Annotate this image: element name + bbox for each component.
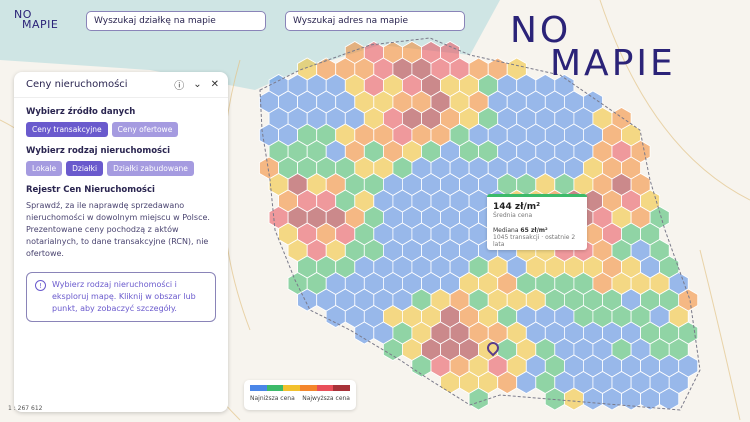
tooltip-median-value: 65 zł/m²: [520, 227, 548, 234]
plot-search-input[interactable]: Wyszukaj działkę na mapie: [86, 11, 266, 31]
legend-color-bar: [250, 385, 351, 391]
legend-swatch: [266, 385, 284, 391]
registry-heading: Rejestr Cen Nieruchomości: [26, 185, 155, 195]
price-hex[interactable]: [468, 387, 489, 411]
price-legend: Najniższa cena Najwyższa cena: [244, 380, 356, 410]
price-hex[interactable]: [659, 387, 680, 411]
logo-text-1: NO: [14, 8, 32, 21]
legend-low-label: Najniższa cena: [250, 395, 295, 402]
legend-swatch: [283, 385, 301, 391]
close-icon[interactable]: ✕: [210, 79, 219, 90]
source-heading: Wybierz źródło danych: [26, 107, 136, 117]
type-heading: Wybierz rodzaj nieruchomości: [26, 146, 171, 156]
type-premises-button[interactable]: Lokale: [26, 161, 63, 176]
registry-text: Sprawdź, za ile naprawdę sprzedawano nie…: [26, 201, 210, 258]
chevron-down-icon[interactable]: ⌄: [193, 79, 202, 90]
map-scale: 1 : 267 612: [8, 405, 43, 412]
legend-swatch: [300, 385, 317, 391]
help-icon[interactable]: ⓘ: [174, 81, 185, 92]
price-tooltip: 144 zł/m² Średnia cena Mediana 65 zł/m² …: [487, 194, 587, 250]
legend-swatch: [316, 385, 334, 391]
panel-header: Ceny nieruchomości ⓘ ⌄ ✕: [14, 72, 228, 98]
source-offer-button[interactable]: Ceny ofertowe: [111, 122, 179, 137]
tooltip-value-label: Średnia cena: [493, 212, 533, 219]
tooltip-footer: 1045 transakcji · ostatnie 2 lata: [493, 234, 576, 248]
tooltip-value: 144 zł/m²: [493, 202, 541, 212]
legend-swatch: [250, 385, 267, 391]
address-search-input[interactable]: Wyszukaj adres na mapie: [285, 11, 465, 31]
source-transaction-button[interactable]: Ceny transakcyjne: [26, 122, 108, 137]
price-panel: Ceny nieruchomości ⓘ ⌄ ✕ Wybierz źródło …: [14, 72, 228, 412]
type-built-plots-button[interactable]: Działki zabudowane: [107, 161, 194, 176]
alert-icon: !: [35, 280, 46, 291]
country-border: [259, 37, 701, 411]
logo-text-2: MAPIE: [22, 18, 59, 31]
panel-title: Ceny nieruchomości: [26, 79, 128, 90]
type-plots-button[interactable]: Działki: [66, 161, 104, 176]
info-text: Wybierz rodzaj nieruchomości i eksploruj…: [52, 280, 196, 313]
brand-logo-line2: MAPIE: [550, 43, 676, 84]
legend-swatch: [333, 385, 351, 391]
info-box: ! Wybierz rodzaj nieruchomości i eksplor…: [26, 272, 216, 322]
logo[interactable]: NO MAPIE: [14, 8, 59, 31]
legend-high-label: Najwyższa cena: [302, 395, 350, 402]
brand-logo: NO MAPIE: [510, 10, 676, 84]
tooltip-median-label: Mediana: [493, 227, 519, 234]
brand-logo-line1: NO: [510, 10, 572, 51]
